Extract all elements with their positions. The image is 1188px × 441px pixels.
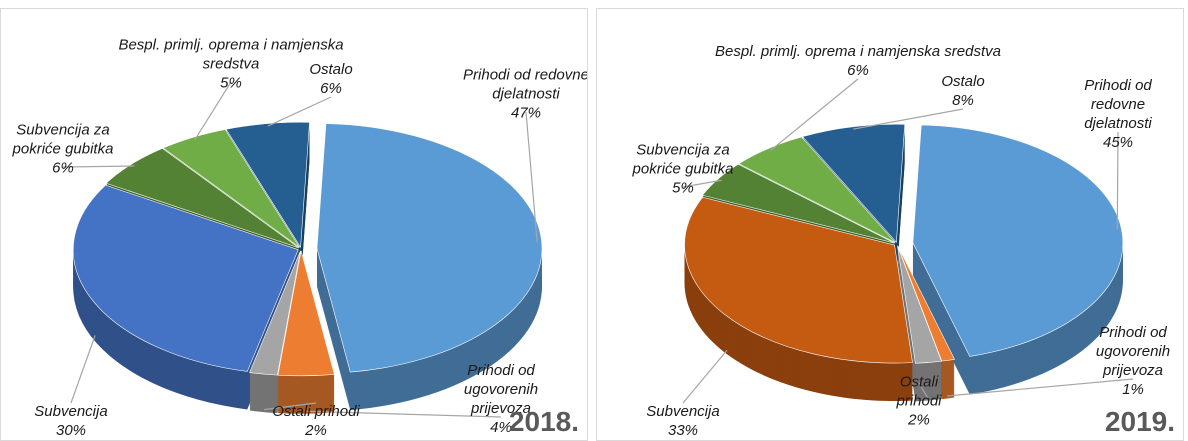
data-label: Ostali prihodi 2% (251, 402, 381, 440)
category-label: Bespl. primlj. oprema i namjenska sredst… (715, 43, 1001, 60)
category-label: Ostalo (309, 61, 353, 78)
value-label: 1% (1122, 381, 1144, 398)
value-label: 2% (908, 411, 930, 429)
value-label: 4% (490, 419, 512, 436)
slice (912, 124, 1124, 357)
value-label: 5% (220, 74, 242, 92)
data-label: Subvencija za pokriće gubitka 5% (628, 141, 738, 198)
value-label: 33% (667, 422, 699, 439)
category-label: Prihodi od ugovorenih prijevoza (463, 362, 539, 417)
slice (162, 129, 300, 248)
slice (684, 196, 913, 364)
slice (277, 250, 335, 377)
value-label: 2% (305, 422, 327, 439)
category-label: Ostali prihodi (896, 373, 942, 410)
leader-line (70, 335, 96, 404)
slice (316, 123, 543, 373)
category-label: Ostali prihodi (272, 403, 360, 420)
value-label: 47% (510, 104, 542, 122)
pie-chart (682, 78, 1134, 404)
category-label: Prihodi od redovne djelatnosti (1084, 77, 1152, 132)
value-label: 45% (1102, 134, 1134, 151)
data-label: Prihodi od ugovorenih prijevoza 4% (441, 361, 561, 437)
slice (225, 121, 310, 249)
data-label: Prihodi od ugovorenih prijevoza 1% (1078, 323, 1183, 399)
category-label: Subvencija za pokriće gubitka (632, 141, 734, 178)
data-label: Subvencija 33% (628, 402, 738, 440)
slice (701, 163, 895, 244)
data-label: Bespl. primlj. oprema i namjenska sredst… (673, 42, 1043, 80)
leader-line (194, 81, 232, 140)
leader-line (682, 179, 722, 188)
value-label: 5% (672, 179, 694, 197)
slice (897, 245, 942, 364)
data-label: Ostalo 6% (291, 60, 371, 98)
leader-line (853, 108, 964, 130)
leader-line (267, 96, 332, 127)
value-label: 30% (55, 422, 87, 439)
data-label: Prihodi od redovne djelatnosti 47% (451, 66, 588, 123)
category-label: Prihodi od ugovorenih prijevoza (1095, 324, 1171, 379)
leader-line (770, 78, 859, 152)
category-label: Bespl. primlj. oprema i namjenska sredst… (118, 36, 344, 73)
leader-line (306, 410, 502, 418)
chart-panel: Prihodi od redovne djelatnosti 45% Prihodi… (596, 8, 1184, 441)
slice (249, 250, 301, 376)
category-label: Subvencija (646, 403, 720, 420)
leader-line (947, 378, 1134, 397)
slice (105, 148, 299, 249)
category-label: Ostalo (941, 73, 985, 90)
leader-line (525, 111, 538, 242)
leader-line (1116, 131, 1119, 230)
year-label: 2019. (1104, 406, 1175, 437)
data-label: Subvencija 30% (16, 402, 126, 440)
pie-chart (62, 81, 543, 418)
slice (72, 184, 299, 372)
leader-line (682, 349, 728, 404)
value-label: 8% (952, 92, 974, 109)
data-label: Bespl. primlj. oprema i namjenska sredst… (101, 36, 361, 93)
leader-line (62, 165, 135, 168)
chart-panel: Prihodi od redovne djelatnosti 47% Prihodi… (0, 8, 588, 441)
data-label: Ostalo 8% (923, 72, 1003, 110)
data-label: Ostali prihodi 2% (879, 373, 959, 430)
value-label: 6% (52, 159, 74, 177)
category-label: Prihodi od redovne djelatnosti (463, 66, 588, 103)
value-label: 6% (320, 80, 342, 97)
slice (738, 136, 896, 243)
leader-line (918, 382, 929, 399)
leader-line (264, 402, 317, 411)
category-label: Subvencija za pokriće gubitka (12, 121, 114, 158)
data-label: Prihodi od redovne djelatnosti 45% (1058, 76, 1178, 152)
value-label: 6% (847, 62, 869, 79)
slice (802, 123, 906, 243)
year-label: 2018. (508, 406, 579, 437)
data-label: Subvencija za pokriće gubitka 6% (8, 121, 118, 178)
category-label: Subvencija (34, 403, 108, 420)
